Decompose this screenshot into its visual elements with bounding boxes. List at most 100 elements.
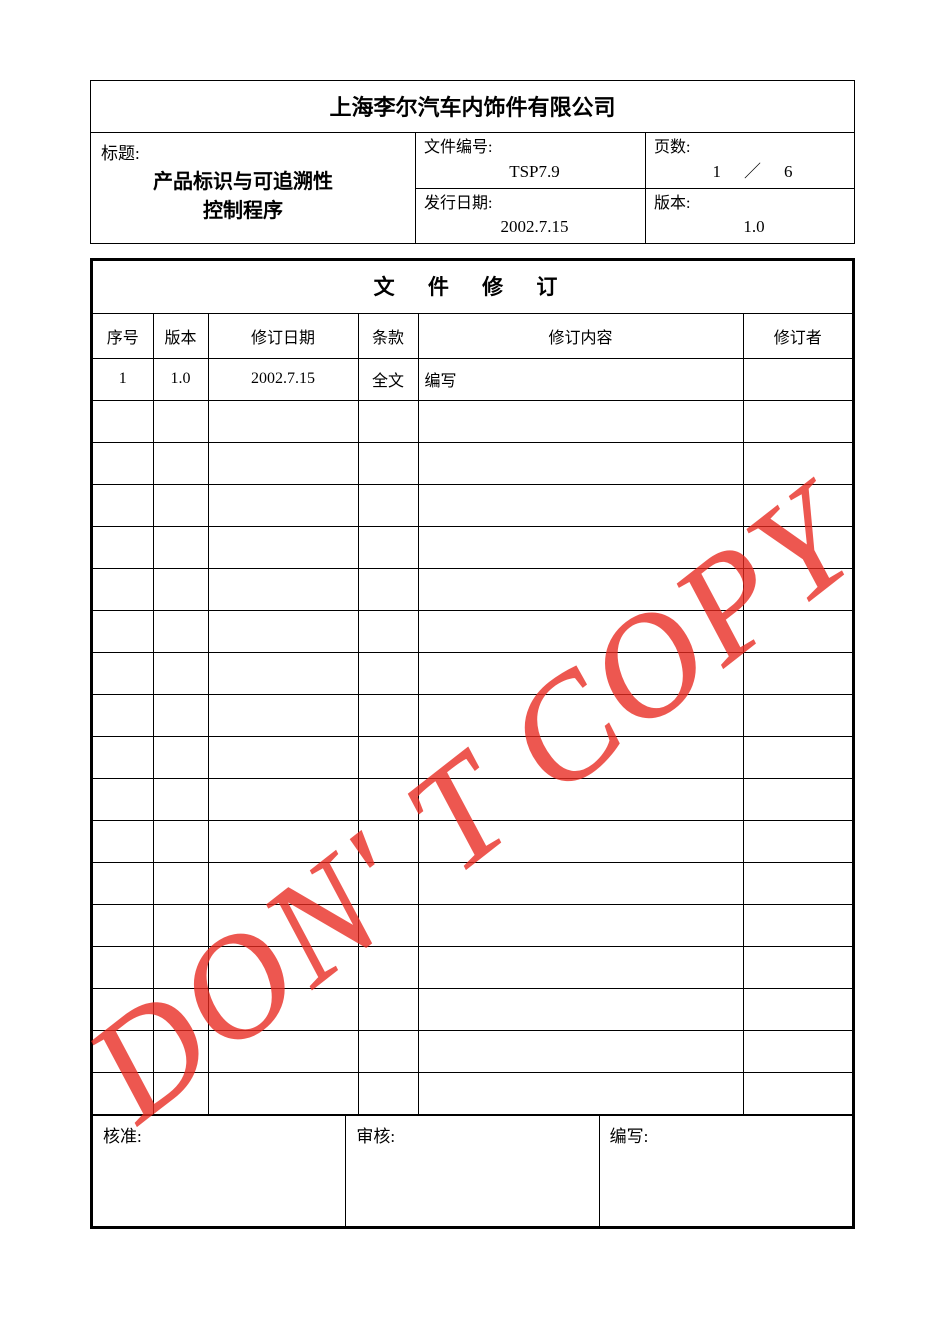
table-cell bbox=[358, 946, 418, 988]
table-cell bbox=[743, 568, 852, 610]
table-cell bbox=[358, 820, 418, 862]
table-cell bbox=[418, 694, 743, 736]
table-cell bbox=[358, 862, 418, 904]
table-cell bbox=[208, 946, 358, 988]
table-cell bbox=[93, 694, 153, 736]
table-row bbox=[93, 484, 852, 526]
table-cell bbox=[743, 946, 852, 988]
table-row bbox=[93, 568, 852, 610]
table-cell bbox=[153, 988, 208, 1030]
col-version: 版本 bbox=[153, 314, 208, 358]
table-row bbox=[93, 694, 852, 736]
table-cell bbox=[358, 904, 418, 946]
table-cell bbox=[743, 484, 852, 526]
table-cell bbox=[418, 526, 743, 568]
table-cell bbox=[93, 946, 153, 988]
document-page: 上海李尔汽车内饰件有限公司 标题: 产品标识与可追溯性 控制程序 文件编号: T… bbox=[0, 0, 945, 1337]
table-cell bbox=[358, 736, 418, 778]
table-cell bbox=[743, 736, 852, 778]
header-title-cell: 标题: 产品标识与可追溯性 控制程序 bbox=[91, 133, 416, 243]
table-cell bbox=[743, 526, 852, 568]
table-cell bbox=[208, 400, 358, 442]
table-cell bbox=[93, 526, 153, 568]
date-label: 发行日期: bbox=[424, 193, 645, 215]
table-cell bbox=[418, 778, 743, 820]
table-cell bbox=[93, 400, 153, 442]
col-date: 修订日期 bbox=[208, 314, 358, 358]
table-cell bbox=[208, 610, 358, 652]
table-cell bbox=[208, 442, 358, 484]
table-row bbox=[93, 778, 852, 820]
table-cell bbox=[358, 442, 418, 484]
table-cell bbox=[418, 1072, 743, 1114]
version-cell: 版本: 1.0 bbox=[646, 189, 854, 244]
table-cell bbox=[93, 778, 153, 820]
table-cell bbox=[743, 778, 852, 820]
table-row: 11.02002.7.15全文编写 bbox=[93, 358, 852, 400]
table-cell bbox=[418, 988, 743, 1030]
table-cell: 2002.7.15 bbox=[208, 358, 358, 400]
table-cell bbox=[743, 862, 852, 904]
title-value: 产品标识与可追溯性 控制程序 bbox=[101, 164, 415, 232]
table-cell bbox=[358, 778, 418, 820]
table-row bbox=[93, 1072, 852, 1114]
table-cell bbox=[153, 442, 208, 484]
table-cell bbox=[153, 736, 208, 778]
table-cell bbox=[358, 526, 418, 568]
revision-table: 序号 版本 修订日期 条款 修订内容 修订者 11.02002.7.15全文编写 bbox=[93, 314, 852, 1115]
table-cell bbox=[153, 400, 208, 442]
table-row bbox=[93, 526, 852, 568]
table-cell bbox=[743, 904, 852, 946]
page-label: 页数: bbox=[654, 137, 854, 159]
table-cell bbox=[153, 1030, 208, 1072]
col-seq: 序号 bbox=[93, 314, 153, 358]
version-value: 1.0 bbox=[654, 214, 854, 239]
col-content: 修订内容 bbox=[418, 314, 743, 358]
signature-row: 核准: 审核: 编写: bbox=[93, 1115, 852, 1226]
table-row bbox=[93, 1030, 852, 1072]
page-cell: 页数: 1 ／ 6 bbox=[646, 133, 854, 188]
table-cell: 全文 bbox=[358, 358, 418, 400]
table-row bbox=[93, 904, 852, 946]
col-clause: 条款 bbox=[358, 314, 418, 358]
table-cell bbox=[358, 484, 418, 526]
date-cell: 发行日期: 2002.7.15 bbox=[416, 189, 646, 244]
table-cell: 1 bbox=[93, 358, 153, 400]
table-cell bbox=[153, 652, 208, 694]
table-cell bbox=[153, 904, 208, 946]
revision-title: 文 件 修 订 bbox=[93, 261, 852, 314]
table-cell bbox=[153, 862, 208, 904]
table-cell bbox=[208, 778, 358, 820]
table-cell bbox=[418, 484, 743, 526]
title-label: 标题: bbox=[101, 139, 415, 164]
table-cell bbox=[418, 736, 743, 778]
table-cell bbox=[208, 652, 358, 694]
col-author: 修订者 bbox=[743, 314, 852, 358]
table-cell bbox=[358, 988, 418, 1030]
table-cell bbox=[153, 820, 208, 862]
table-row bbox=[93, 988, 852, 1030]
revision-header-row: 序号 版本 修订日期 条款 修订内容 修订者 bbox=[93, 314, 852, 358]
table-cell bbox=[208, 820, 358, 862]
table-cell bbox=[208, 1030, 358, 1072]
page-value: 1 ／ 6 bbox=[654, 159, 854, 184]
table-cell bbox=[208, 1072, 358, 1114]
signature-review: 审核: bbox=[345, 1116, 598, 1226]
version-label: 版本: bbox=[654, 193, 854, 215]
table-cell bbox=[93, 1072, 153, 1114]
table-cell bbox=[93, 820, 153, 862]
table-row bbox=[93, 736, 852, 778]
table-cell bbox=[743, 988, 852, 1030]
table-cell bbox=[418, 946, 743, 988]
table-cell bbox=[153, 568, 208, 610]
table-cell bbox=[93, 988, 153, 1030]
table-cell bbox=[153, 946, 208, 988]
table-cell bbox=[418, 862, 743, 904]
table-cell bbox=[208, 484, 358, 526]
table-cell bbox=[418, 820, 743, 862]
table-row bbox=[93, 400, 852, 442]
company-name: 上海李尔汽车内饰件有限公司 bbox=[91, 81, 854, 133]
header-info-row: 标题: 产品标识与可追溯性 控制程序 文件编号: TSP7.9 页数: 1 ／ … bbox=[91, 133, 854, 243]
table-cell bbox=[208, 904, 358, 946]
table-cell bbox=[153, 484, 208, 526]
